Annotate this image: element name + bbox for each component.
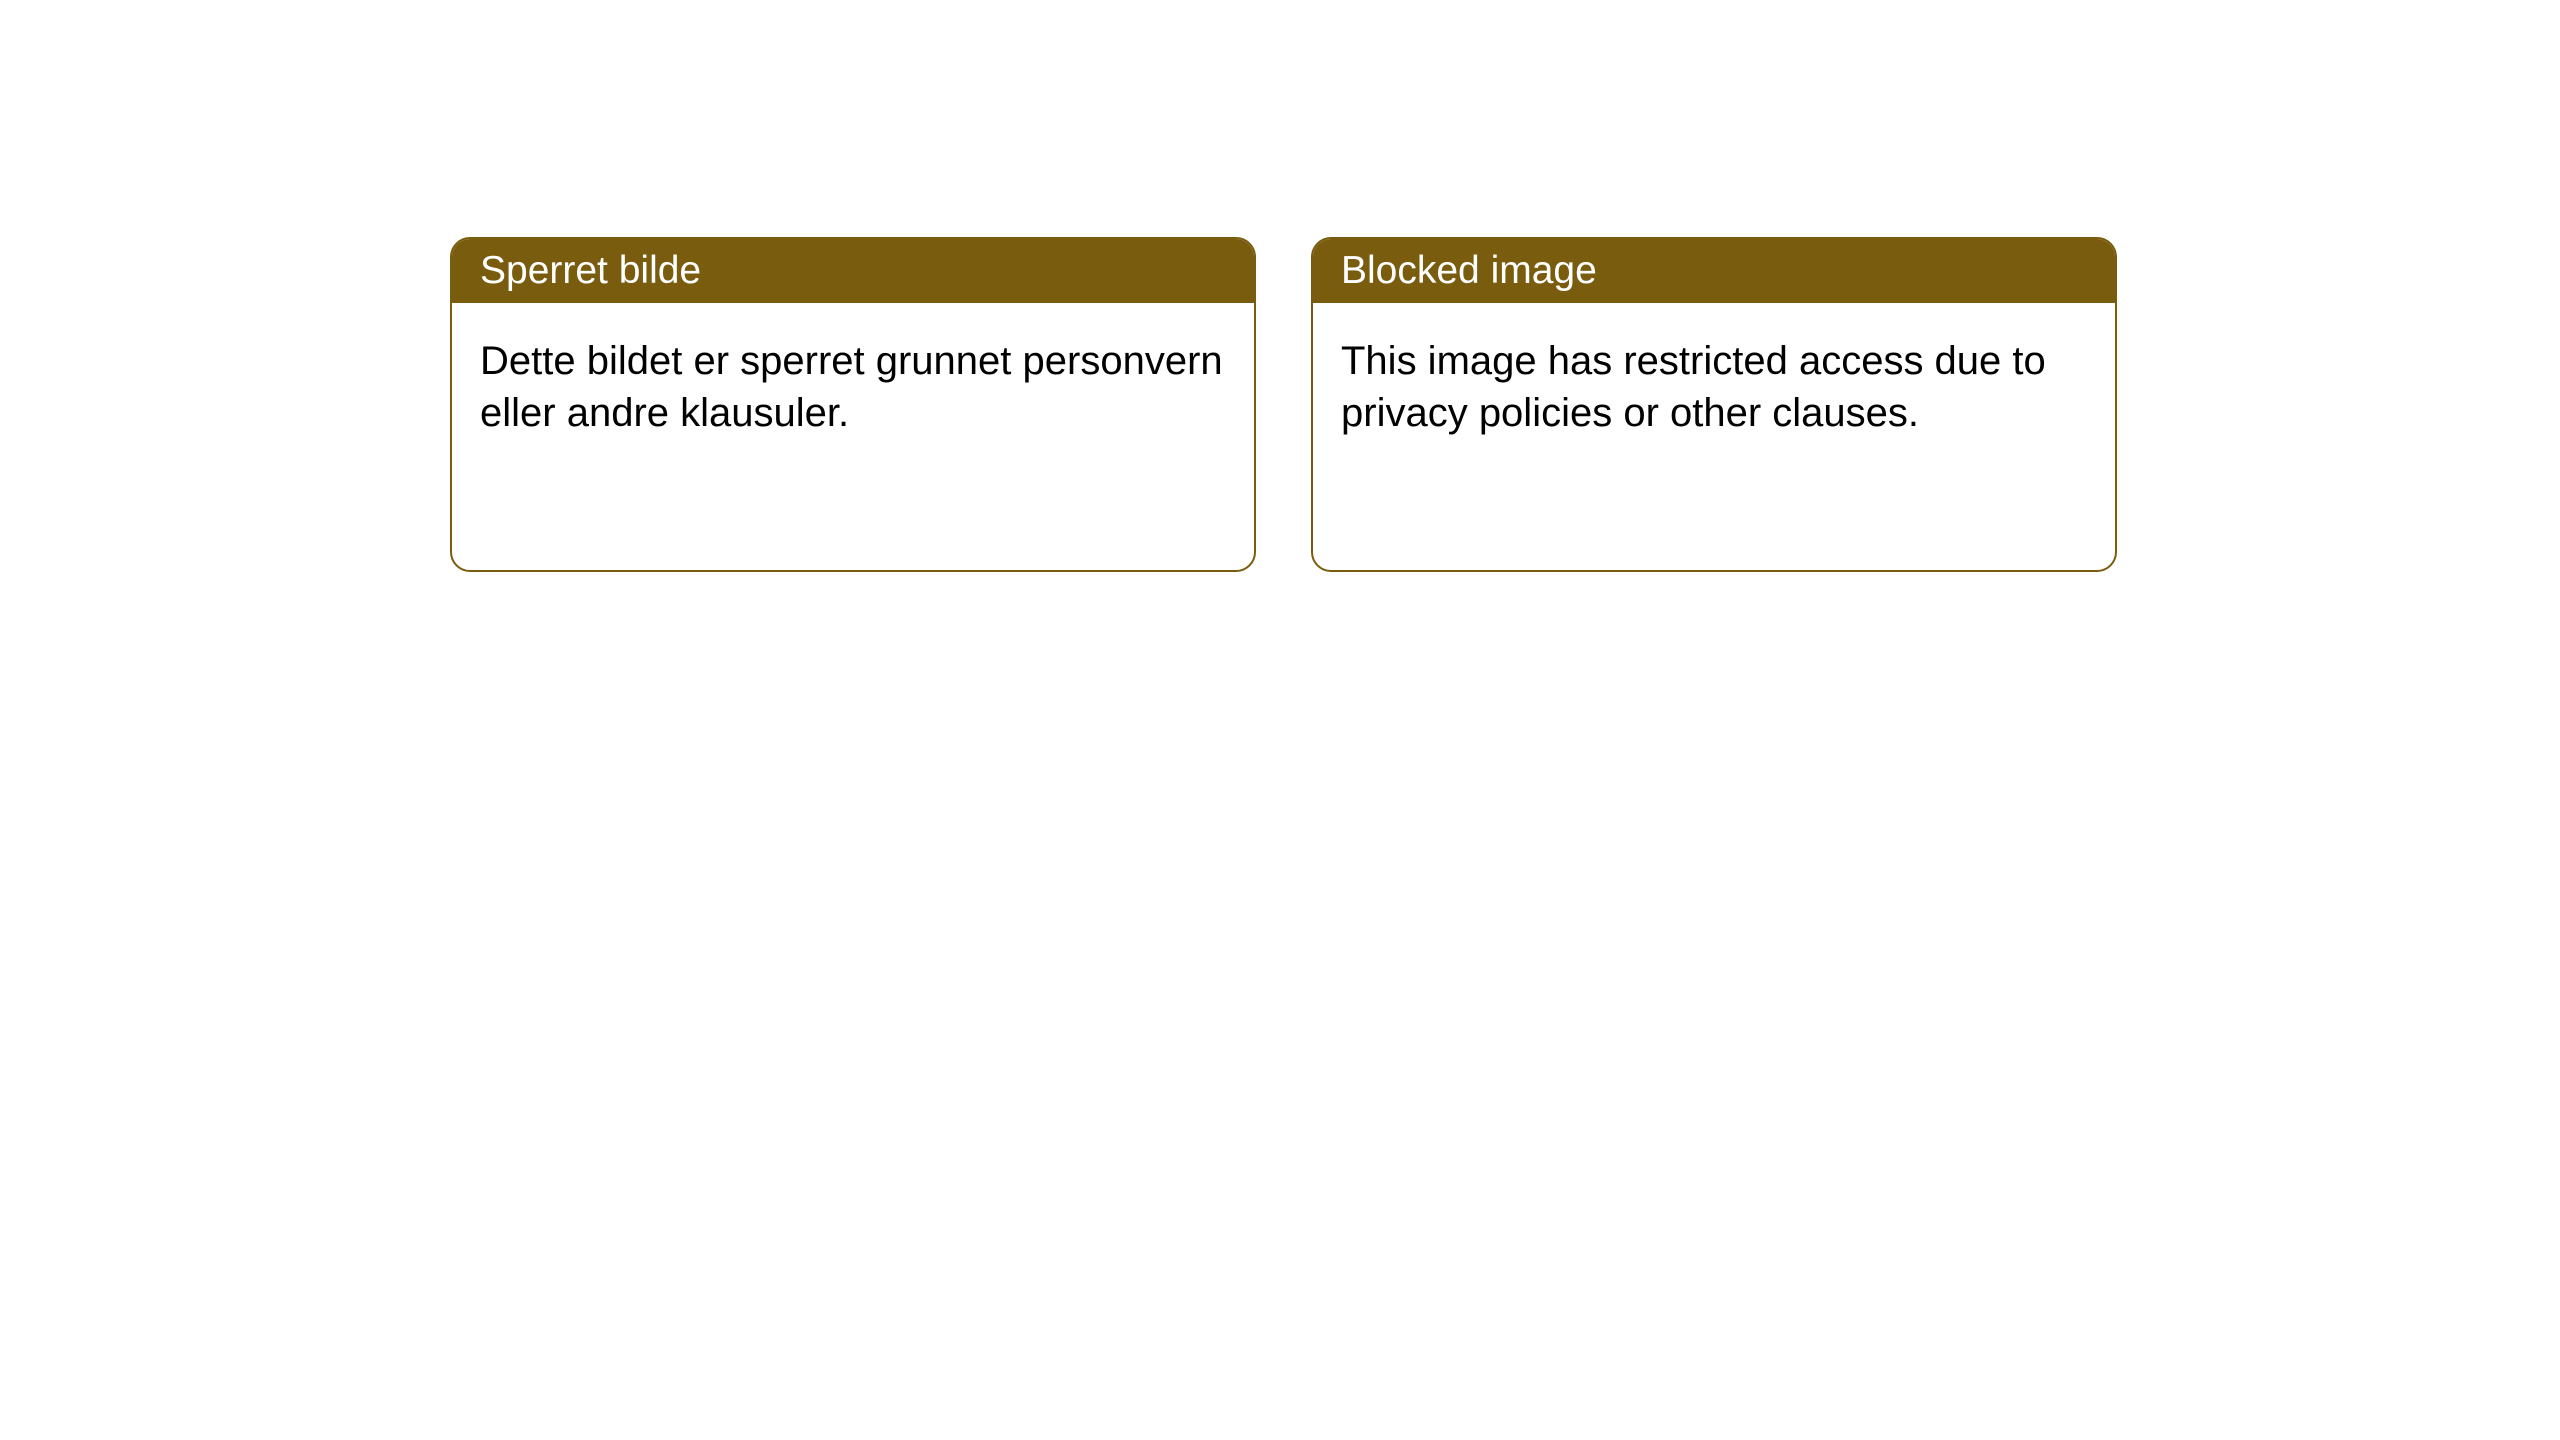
notice-header: Blocked image: [1313, 239, 2115, 303]
notice-body: Dette bildet er sperret grunnet personve…: [452, 303, 1254, 471]
notice-header: Sperret bilde: [452, 239, 1254, 303]
notice-card-norwegian: Sperret bilde Dette bildet er sperret gr…: [450, 237, 1256, 572]
notice-card-english: Blocked image This image has restricted …: [1311, 237, 2117, 572]
notice-container: Sperret bilde Dette bildet er sperret gr…: [450, 237, 2117, 572]
notice-body: This image has restricted access due to …: [1313, 303, 2115, 471]
